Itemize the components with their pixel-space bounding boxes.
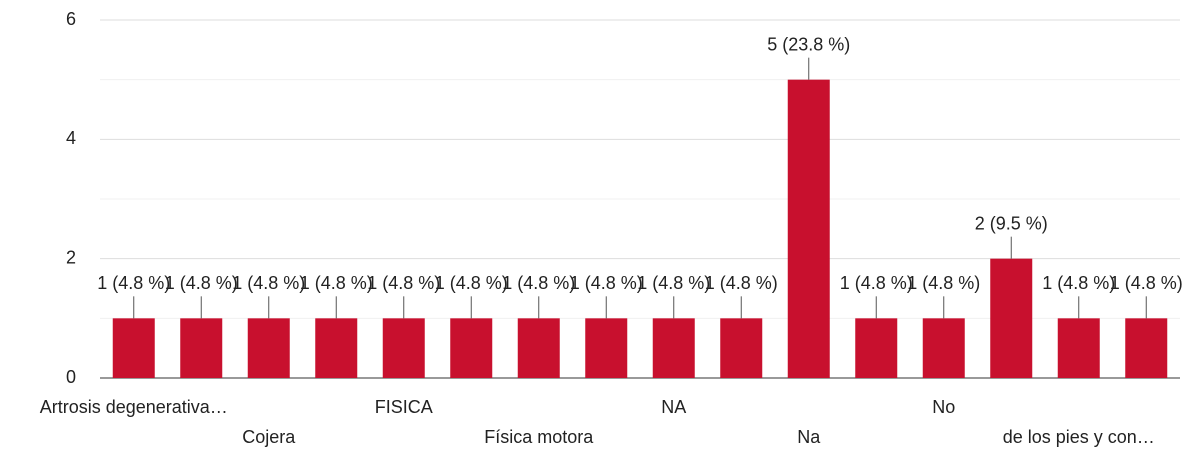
- data-label: 1 (4.8 %): [637, 273, 710, 293]
- bar: [180, 318, 223, 378]
- data-label: 2 (9.5 %): [975, 213, 1048, 233]
- data-label: 1 (4.8 %): [300, 273, 373, 293]
- bar: [720, 318, 763, 378]
- bar: [1057, 318, 1100, 378]
- x-tick-label: Cojera: [242, 427, 296, 447]
- bar: [315, 318, 358, 378]
- data-label: 1 (4.8 %): [367, 273, 440, 293]
- data-label: 1 (4.8 %): [502, 273, 575, 293]
- bar: [922, 318, 965, 378]
- y-tick-label: 0: [66, 367, 76, 387]
- bar: [855, 318, 898, 378]
- y-tick-label: 4: [66, 128, 76, 148]
- data-label: 1 (4.8 %): [840, 273, 913, 293]
- bar: [382, 318, 425, 378]
- bar: [1125, 318, 1168, 378]
- x-tick-label: Física motora: [484, 427, 594, 447]
- x-tick-label: NA: [661, 397, 686, 417]
- data-label: 1 (4.8 %): [232, 273, 305, 293]
- x-tick-label: de los pies y con…: [1003, 427, 1155, 447]
- data-label: 1 (4.8 %): [705, 273, 778, 293]
- data-label: 1 (4.8 %): [1042, 273, 1115, 293]
- x-tick-label: Artrosis degenerativa…: [40, 397, 228, 417]
- data-label: 1 (4.8 %): [907, 273, 980, 293]
- bar: [787, 79, 830, 379]
- x-tick-label: Na: [797, 427, 821, 447]
- y-tick-label: 6: [66, 9, 76, 29]
- data-label: 1 (4.8 %): [165, 273, 238, 293]
- bar: [450, 318, 493, 378]
- bar: [247, 318, 290, 378]
- bar: [517, 318, 560, 378]
- data-label: 1 (4.8 %): [435, 273, 508, 293]
- bar: [585, 318, 628, 378]
- data-label: 1 (4.8 %): [1110, 273, 1183, 293]
- bar: [112, 318, 155, 378]
- x-tick-label: FISICA: [375, 397, 433, 417]
- data-label: 5 (23.8 %): [767, 34, 850, 54]
- bar: [652, 318, 695, 378]
- x-tick-label: No: [932, 397, 955, 417]
- y-tick-label: 2: [66, 247, 76, 267]
- data-label: 1 (4.8 %): [97, 273, 170, 293]
- data-label: 1 (4.8 %): [570, 273, 643, 293]
- bar: [990, 258, 1033, 378]
